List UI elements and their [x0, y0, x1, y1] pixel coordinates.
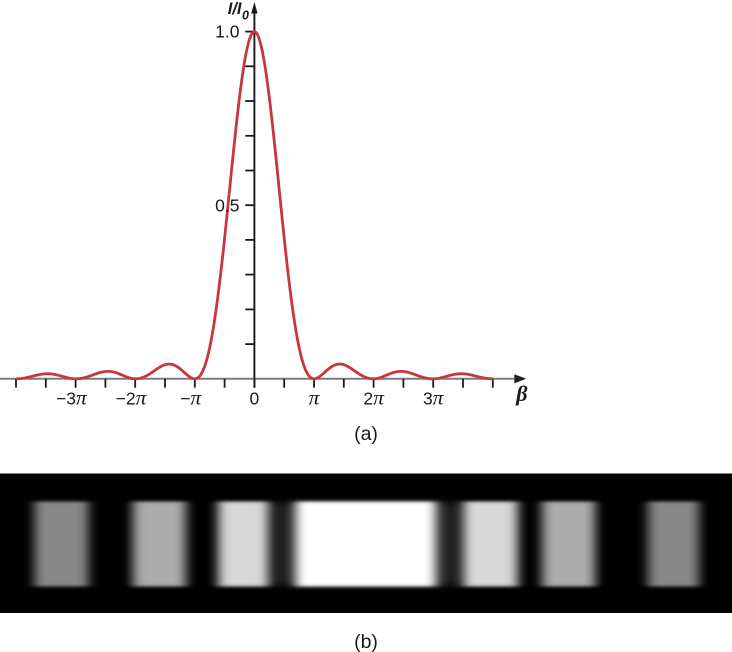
- svg-text:0: 0: [242, 9, 249, 23]
- svg-text:1.0: 1.0: [215, 22, 240, 42]
- svg-text:−2π: −2π: [116, 386, 148, 410]
- svg-text:2π: 2π: [363, 386, 385, 410]
- svg-text:0: 0: [250, 389, 260, 409]
- svg-text:−3π: −3π: [56, 386, 88, 410]
- svg-text:(a): (a): [354, 423, 378, 445]
- svg-text:π: π: [309, 386, 321, 410]
- svg-text:0.5: 0.5: [215, 196, 239, 216]
- svg-text:(b): (b): [354, 631, 378, 652]
- svg-text:I/I: I/I: [228, 0, 242, 18]
- svg-text:3π: 3π: [423, 386, 445, 410]
- svg-text:−π: −π: [180, 386, 202, 410]
- svg-text:β: β: [515, 381, 528, 406]
